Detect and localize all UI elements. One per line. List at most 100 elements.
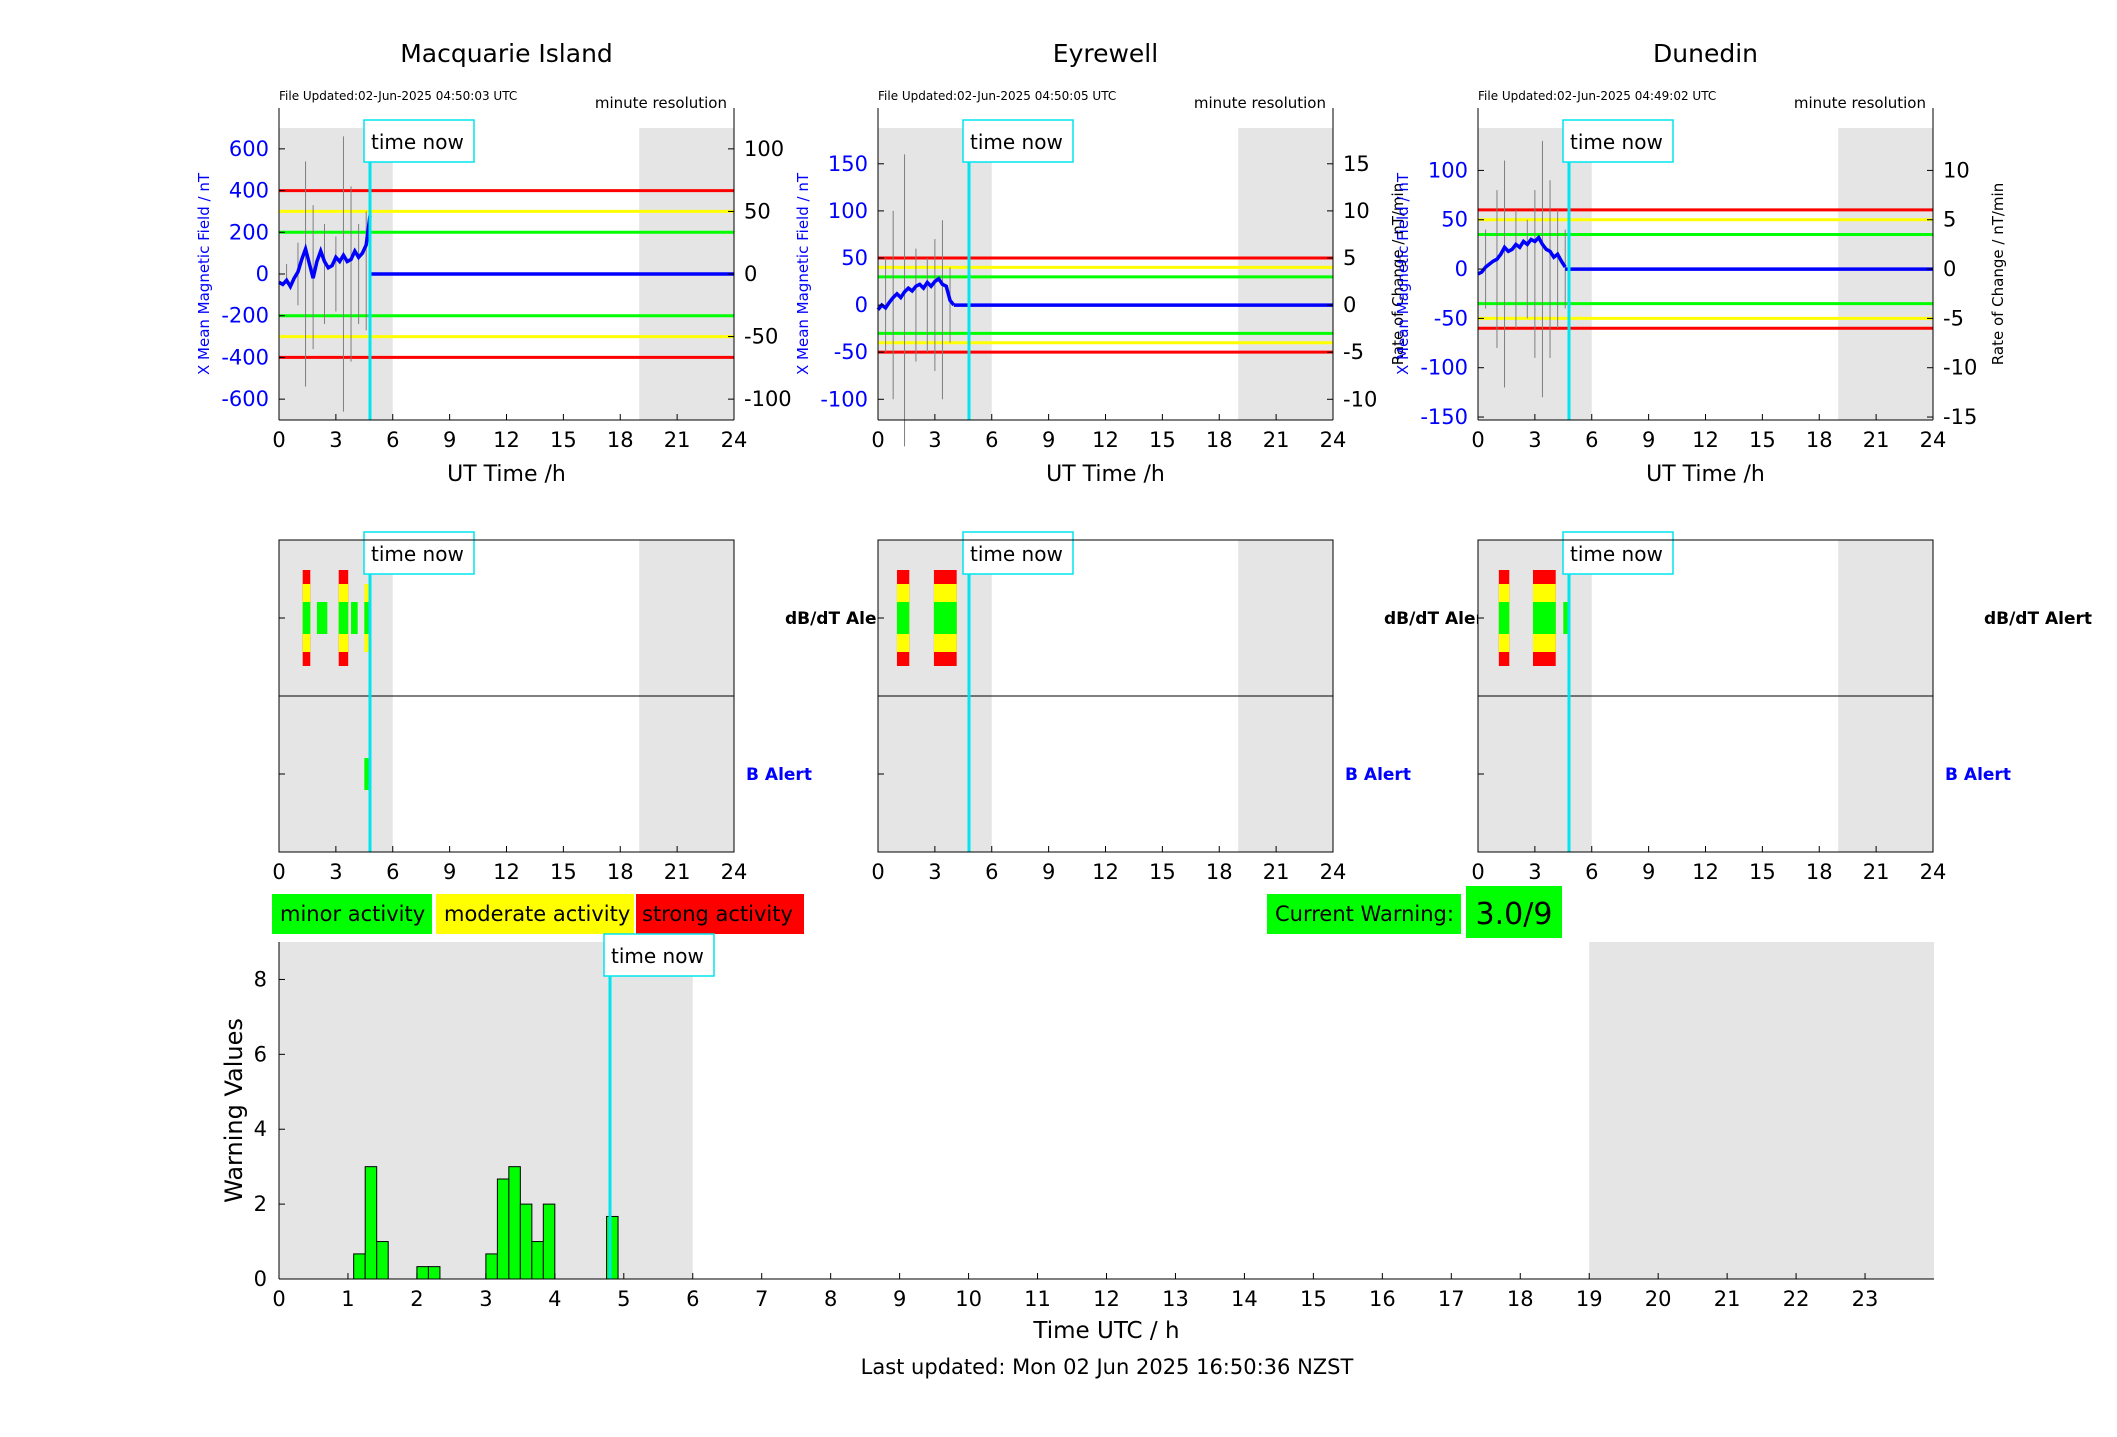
b-alert-label: B Alert	[746, 765, 812, 785]
x-tick-label: 5	[617, 1287, 630, 1311]
time-now-label: time now	[611, 944, 704, 968]
activity-legend: minor activity moderate activity strong …	[272, 894, 804, 934]
y-tick-label: 4	[254, 1117, 267, 1141]
dbdt-alert-bar-minor	[338, 602, 349, 634]
x-tick-label: 19	[1576, 1287, 1603, 1311]
x-tick-label: 12	[493, 428, 520, 452]
x-tick-label: 20	[1645, 1287, 1672, 1311]
time-now-box	[363, 531, 475, 575]
x-tick-label: 15	[550, 428, 577, 452]
dbdt-alert-bar-minor	[933, 602, 957, 634]
time-now-box	[1562, 119, 1674, 163]
x-tick-label: 6	[386, 860, 399, 884]
x-tick-label: 15	[1749, 428, 1776, 452]
x-tick-label: 0	[272, 860, 285, 884]
file-updated-text: File Updated:02-Jun-2025 04:50:03 UTC	[279, 89, 517, 103]
y-right-tick-label: 100	[744, 137, 784, 161]
y-tick-label: 2	[254, 1192, 267, 1216]
x-tick-label: 8	[824, 1287, 837, 1311]
x-tick-label: 18	[1206, 860, 1233, 884]
y-right-tick-label: -5	[1943, 306, 1964, 330]
x-tick-label: 24	[1320, 860, 1347, 884]
x-tick-label: 9	[443, 428, 456, 452]
x-tick-label: 15	[1749, 860, 1776, 884]
x-tick-label: 0	[1471, 428, 1484, 452]
warning-bar	[496, 1178, 510, 1280]
x-tick-label: 18	[607, 860, 634, 884]
x-tick-label: 0	[272, 428, 285, 452]
x-tick-label: 12	[1692, 428, 1719, 452]
dbdt-alert-label: dB/dT Alert	[785, 609, 893, 629]
dbdt-alert-bar-minor	[1563, 602, 1569, 634]
warning-bar	[606, 1215, 619, 1280]
time-now-label: time now	[1570, 542, 1663, 566]
resolution-text: minute resolution	[595, 94, 727, 112]
x-tick-label: 13	[1162, 1287, 1189, 1311]
x-tick-label: 0	[871, 428, 884, 452]
x-tick-label: 9	[443, 860, 456, 884]
y-tick-label: 400	[229, 179, 269, 203]
dbdt-alert-bar-minor	[1498, 602, 1510, 634]
time-now-label: time now	[970, 130, 1063, 154]
y-tick-label: -150	[1420, 405, 1468, 429]
resolution-text: minute resolution	[1194, 94, 1326, 112]
y-tick-label: 0	[1455, 257, 1468, 281]
time-now-box	[603, 933, 715, 977]
x-tick-label: 18	[1806, 860, 1833, 884]
x-tick-label: 24	[721, 860, 748, 884]
dbdt-alert-bar-minor	[364, 602, 370, 634]
y-right-tick-label: 5	[1943, 208, 1956, 232]
y-right-tick-label: 15	[1343, 152, 1370, 176]
time-now-box	[363, 119, 475, 163]
y-axis-label: Warning Values	[220, 1018, 248, 1203]
b-alert-label: B Alert	[1345, 765, 1411, 785]
time-now-label: time now	[371, 542, 464, 566]
y-right-tick-label: 50	[744, 199, 771, 223]
x-tick-label: 3	[329, 860, 342, 884]
current-warning: Current Warning: 3.0/9	[1267, 886, 1562, 938]
x-tick-label: 12	[1093, 1287, 1120, 1311]
legend-swatch-strong	[636, 894, 804, 934]
x-tick-label: 6	[985, 860, 998, 884]
x-tick-label: 21	[1263, 428, 1290, 452]
y-tick-label: 0	[256, 262, 269, 286]
y-tick-label: 8	[254, 967, 267, 991]
y-tick-label: 50	[1441, 208, 1468, 232]
warning-bar	[427, 1266, 441, 1280]
x-tick-label: 3	[479, 1287, 492, 1311]
dbdt-alert-label: dB/dT Alert	[1984, 609, 2092, 629]
x-tick-label: 0	[871, 860, 884, 884]
macquarie-alert-strip: time now 0 3 6 9 12 15 18 21 24 dB/dT Alert B Alert	[272, 531, 893, 884]
y-tick-label: 100	[828, 199, 868, 223]
x-tick-label: 15	[550, 860, 577, 884]
x-tick-label: 12	[1092, 860, 1119, 884]
y-tick-label: 0	[254, 1267, 267, 1291]
x-tick-label: 9	[1642, 428, 1655, 452]
x-tick-label: 1	[341, 1287, 354, 1311]
x-tick-label: 14	[1231, 1287, 1258, 1311]
time-now-label: time now	[371, 130, 464, 154]
x-tick-label: 21	[1263, 860, 1290, 884]
current-warning-label-box	[1267, 894, 1461, 934]
x-tick-label: 22	[1783, 1287, 1810, 1311]
x-tick-label: 3	[329, 428, 342, 452]
y-tick-label: 0	[855, 293, 868, 317]
y-tick-label: 50	[841, 246, 868, 270]
x-tick-label: 24	[721, 428, 748, 452]
x-tick-label: 10	[955, 1287, 982, 1311]
x-tick-label: 24	[1920, 860, 1947, 884]
y-tick-label: -100	[820, 387, 868, 411]
y-right-tick-label: 0	[744, 262, 757, 286]
dbdt-alert-bar-minor	[351, 602, 358, 634]
station-title: Eyrewell	[1053, 39, 1158, 68]
legend-swatch-moderate	[436, 894, 634, 934]
x-tick-label: 15	[1149, 860, 1176, 884]
x-tick-label: 17	[1438, 1287, 1465, 1311]
x-tick-label: 3	[928, 428, 941, 452]
x-tick-label: 9	[1642, 860, 1655, 884]
shaded-period-0	[279, 942, 693, 1279]
x-tick-label: 21	[664, 428, 691, 452]
b-alert-bar-minor	[364, 758, 370, 790]
